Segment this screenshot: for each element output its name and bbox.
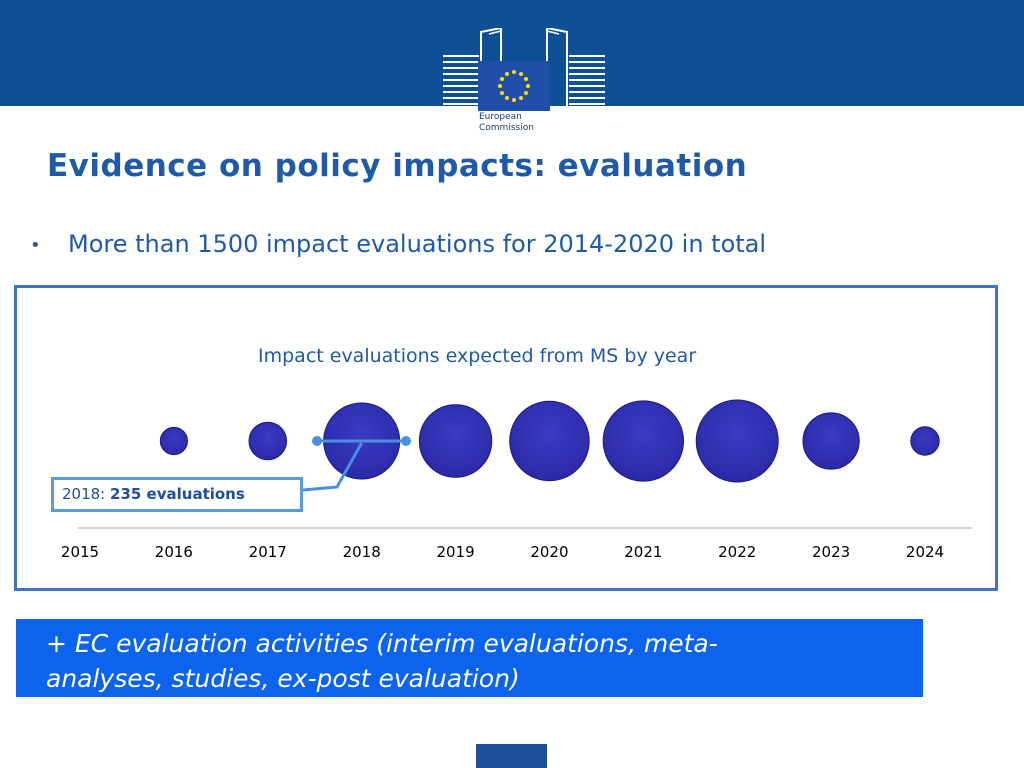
bubble-2016 <box>159 426 188 456</box>
ec-box-line2: analyses, studies, ex-post evaluation) <box>46 664 520 693</box>
european-commission-logo <box>443 28 605 146</box>
chart-title: Impact evaluations expected from MS by y… <box>258 345 697 367</box>
x-tick-label: 2021 <box>624 543 662 561</box>
x-tick-label: 2020 <box>530 543 568 561</box>
bubble-2017 <box>248 421 288 461</box>
bullet-item: • More than 1500 impact evaluations for 2… <box>30 230 766 258</box>
bubble-2019 <box>418 404 493 478</box>
bullet-symbol: • <box>30 234 41 256</box>
logo-text-line2: Commission <box>479 123 534 133</box>
bubble-2021 <box>602 400 685 482</box>
chart-callout: 2018: 235 evaluations <box>51 477 303 512</box>
x-tick-label: 2016 <box>155 543 193 561</box>
callout-handle-right <box>401 436 411 446</box>
x-tick-label: 2017 <box>249 543 287 561</box>
callout-leader-line <box>291 442 363 493</box>
slide-title: Evidence on policy impacts: evaluation <box>47 148 748 184</box>
callout-value: 235 evaluations <box>110 485 245 503</box>
ec-activities-box: + EC evaluation activities (interim eval… <box>16 619 923 697</box>
bubble-2020 <box>509 400 590 482</box>
footer-tab <box>476 744 547 768</box>
x-tick-label: 2022 <box>718 543 756 561</box>
ec-box-line1: + EC evaluation activities (interim eval… <box>46 629 718 658</box>
logo-wordmark: European Commission <box>479 112 534 134</box>
x-tick-label: 2015 <box>61 543 99 561</box>
callout-year: 2018: <box>62 485 106 503</box>
bubble-2024 <box>910 426 940 456</box>
x-tick-label: 2018 <box>343 543 381 561</box>
x-tick-label: 2023 <box>812 543 850 561</box>
bubble-2023 <box>802 412 860 470</box>
bubble-2022 <box>695 399 779 483</box>
bullet-text: More than 1500 impact evaluations for 20… <box>68 230 767 258</box>
x-tick-label: 2019 <box>436 543 474 561</box>
callout-handle-left <box>312 436 322 446</box>
logo-text-line1: European <box>479 112 522 122</box>
x-tick-label: 2024 <box>906 543 944 561</box>
